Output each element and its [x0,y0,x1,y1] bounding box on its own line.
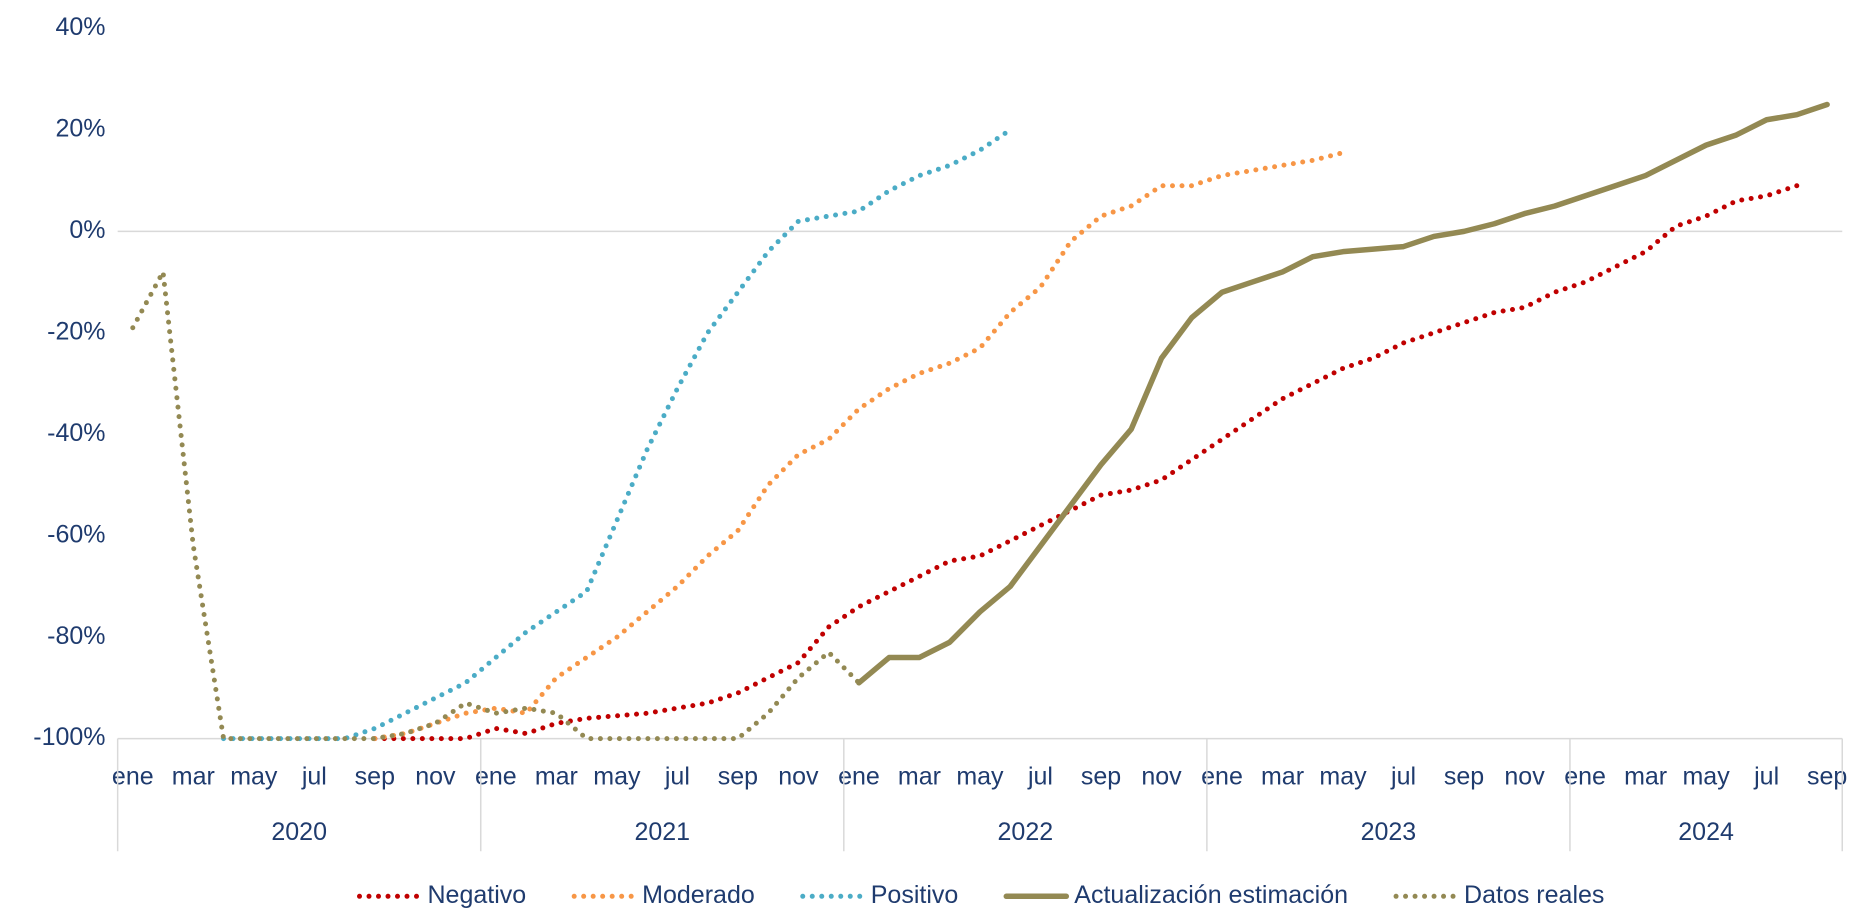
x-tick-label: ene [1564,762,1606,790]
y-tick-label: -100% [33,723,105,751]
y-tick-label: -20% [47,317,105,345]
y-tick-label: 40% [55,13,105,41]
x-tick-label: ene [838,762,880,790]
x-tick-label: sep [1444,762,1484,790]
x-tick-label: jul [301,762,327,790]
year-label: 2022 [998,818,1054,846]
x-tick-label: jul [1753,762,1779,790]
x-tick-label: nov [778,762,819,790]
x-tick-label: may [593,762,641,790]
x-tick-label: sep [718,762,758,790]
x-tick-label: mar [1261,762,1304,790]
y-tick-label: 0% [69,216,105,244]
legend-label: Moderado [642,881,755,909]
x-tick-label: mar [172,762,215,790]
x-tick-label: ene [1201,762,1243,790]
year-label: 2020 [271,818,327,846]
series-line [372,150,1346,742]
x-tick-label: ene [112,762,154,790]
legend: Negativo Moderado Positivo Actualización es… [357,881,1604,909]
x-tick-label: may [1682,762,1730,790]
x-tick-label: mar [898,762,941,790]
x-tick-label: may [1319,762,1367,790]
series-line [372,183,1800,742]
x-tick-label: may [956,762,1004,790]
legend-label: Actualización estimación [1074,881,1348,909]
x-tick-label: jul [664,762,690,790]
x-tick-label: sep [1807,762,1847,790]
series-line [856,101,1830,686]
x-tick-label: jul [1027,762,1053,790]
legend-label: Datos reales [1464,881,1604,909]
x-tick-label: mar [535,762,578,790]
x-tick-label: nov [1141,762,1182,790]
x-tick-label: ene [475,762,517,790]
x-tick-label: sep [1081,762,1121,790]
y-tick-label: 20% [55,115,105,143]
x-tick-label: jul [1390,762,1416,790]
y-tick-label: -80% [47,622,105,650]
x-tick-label: mar [1624,762,1667,790]
series-line [130,269,862,742]
year-label: 2023 [1361,818,1417,846]
legend-label: Negativo [428,881,527,909]
y-tick-label: -40% [47,419,105,447]
x-tick-label: nov [415,762,456,790]
x-tick-label: sep [355,762,395,790]
series-line [221,127,1013,742]
year-label: 2024 [1678,818,1734,846]
year-label: 2021 [634,818,690,846]
legend-label: Positivo [871,881,959,909]
x-tick-label: nov [1504,762,1545,790]
x-tick-label: may [230,762,278,790]
y-tick-label: -60% [47,520,105,548]
